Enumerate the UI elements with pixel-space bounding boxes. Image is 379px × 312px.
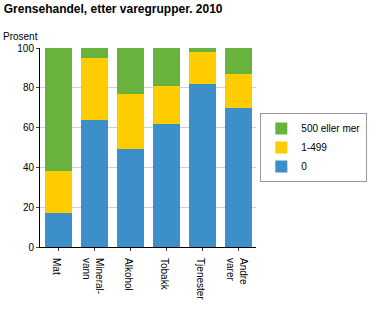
svg-text:60: 60 (23, 122, 35, 133)
svg-text:100: 100 (17, 43, 34, 54)
svg-text:40: 40 (23, 162, 35, 173)
svg-text:Tobakk: Tobakk (159, 258, 170, 291)
svg-text:Andrevarer: Andrevarer (225, 258, 249, 285)
svg-text:1-499: 1-499 (301, 142, 327, 153)
svg-text:Mineral-vann: Mineral-vann (81, 258, 105, 294)
svg-text:80: 80 (23, 82, 35, 93)
svg-text:Grensehandel, etter varegruppe: Grensehandel, etter varegrupper. 2010 (4, 2, 223, 16)
svg-text:20: 20 (23, 202, 35, 213)
svg-text:0: 0 (301, 161, 307, 172)
svg-text:Alkohol: Alkohol (123, 258, 134, 291)
svg-text:500 eller mer: 500 eller mer (301, 123, 360, 134)
svg-text:0: 0 (28, 242, 34, 253)
svg-text:Mat: Mat (51, 258, 62, 275)
svg-text:Prosent: Prosent (3, 31, 38, 42)
svg-text:Tjenester: Tjenester (195, 258, 206, 300)
